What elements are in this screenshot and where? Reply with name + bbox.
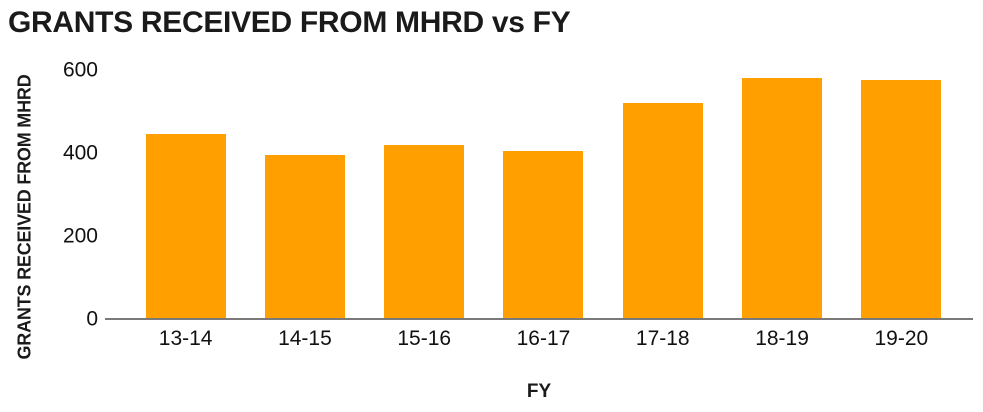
bar-slot (484, 70, 603, 319)
x-axis-ticks: 13-14 14-15 15-16 16-17 17-18 18-19 19-20 (126, 327, 961, 351)
x-tick-label: 16-17 (516, 327, 571, 350)
x-axis-label: FY (526, 381, 552, 402)
y-tick-label: 200 (62, 224, 98, 248)
bars-area (126, 70, 961, 319)
y-tick-label: 600 (62, 58, 98, 82)
bar-15-16 (384, 144, 465, 319)
y-tick-label: 400 (62, 141, 98, 165)
y-axis-label: GRANTS RECEIVED FROM MHRD (14, 74, 35, 360)
bar-18-19 (742, 78, 823, 319)
bar-slot (722, 70, 841, 319)
bar-16-17 (503, 150, 584, 319)
chart-title: GRANTS RECEIVED FROM MHRD vs FY (8, 6, 571, 39)
bar-13-14 (145, 134, 226, 319)
bar-slot (842, 70, 961, 319)
x-tick-label: 18-19 (755, 327, 809, 350)
y-tick-label: 0 (86, 307, 98, 331)
x-tick-label: 14-15 (278, 327, 332, 350)
y-axis-ticks: 0 200 400 600 (40, 60, 98, 330)
bar-17-18 (622, 103, 703, 319)
x-tick-label: 19-20 (874, 327, 929, 350)
bar-slot (245, 70, 364, 319)
x-tick-label: 13-14 (158, 327, 213, 350)
x-tick-label: 17-18 (635, 327, 690, 350)
bar-slot (603, 70, 722, 319)
x-axis-line (105, 318, 973, 320)
bar-slot (365, 70, 484, 319)
bar-slot (126, 70, 245, 319)
x-tick-label: 15-16 (397, 327, 452, 350)
bar-14-15 (264, 155, 345, 319)
bar-19-20 (861, 80, 942, 319)
